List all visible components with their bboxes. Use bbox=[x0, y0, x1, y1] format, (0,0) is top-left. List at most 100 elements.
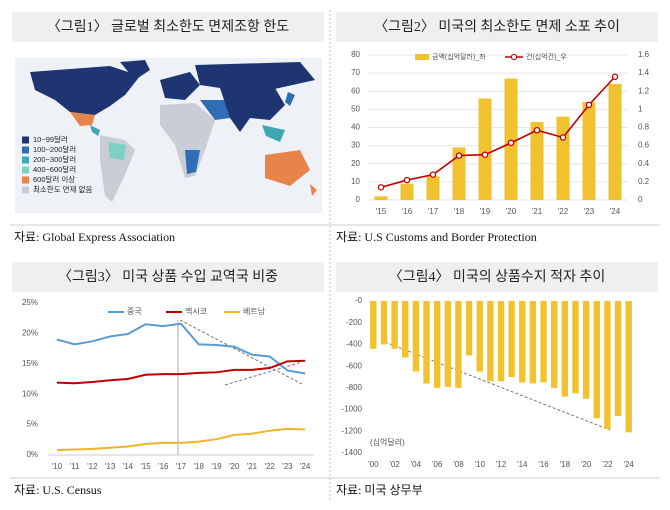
y-tick-label: 20 bbox=[351, 159, 360, 168]
legend-swatch bbox=[22, 146, 29, 154]
chart-title: 〈그림4〉 미국의 상품수지 적자 추이 bbox=[389, 269, 605, 285]
x-tick-label: '16 bbox=[538, 460, 549, 469]
chart-title: 〈그림3〉 미국 상품 수입 교역국 비중 bbox=[58, 269, 278, 285]
y-tick-label: -1200 bbox=[342, 426, 363, 435]
legend-label: 600달러 이상 bbox=[33, 174, 75, 184]
y-tick-label: -200 bbox=[346, 318, 363, 327]
x-tick-label: '21 bbox=[247, 462, 258, 471]
x-tick-label: '22 bbox=[602, 460, 613, 469]
legend-swatch bbox=[22, 186, 29, 194]
legend-label: 건(십억건)_우 bbox=[526, 52, 567, 61]
legend-label: 베트남 bbox=[243, 307, 266, 316]
bar bbox=[476, 301, 483, 372]
x-tick-label: '12 bbox=[87, 462, 98, 471]
source: 자료: 미국 상무부 bbox=[336, 483, 423, 497]
y-tick-label: 1.4 bbox=[638, 68, 650, 77]
legend-label: 100~200달러 bbox=[33, 145, 76, 154]
bar bbox=[391, 301, 398, 349]
x-tick-label: '20 bbox=[229, 462, 240, 471]
title-band bbox=[12, 12, 324, 42]
legend-label: 10~99달러 bbox=[33, 135, 68, 144]
y-tick-label: 20% bbox=[22, 329, 38, 338]
y-tick-label: 0.6 bbox=[638, 141, 650, 150]
bar bbox=[444, 301, 451, 387]
legend-swatch bbox=[22, 176, 29, 184]
title-band bbox=[336, 12, 658, 42]
source: 자료: U.S Customs and Border Protection bbox=[336, 230, 537, 244]
x-tick-label: '21 bbox=[532, 207, 543, 216]
x-tick-label: '00 bbox=[368, 460, 379, 469]
x-tick-label: '20 bbox=[581, 460, 592, 469]
y-tick-label: 30 bbox=[351, 141, 360, 150]
bar bbox=[370, 301, 377, 349]
legend-label: 200~300달러 bbox=[33, 155, 76, 164]
x-tick-label: '20 bbox=[506, 207, 517, 216]
bar bbox=[504, 78, 518, 200]
bar bbox=[412, 301, 420, 372]
bar bbox=[593, 301, 600, 419]
y-tick-label: 60 bbox=[351, 86, 360, 95]
x-tick-label: '14 bbox=[123, 462, 134, 471]
title-band bbox=[336, 262, 658, 292]
x-tick-label: '16 bbox=[402, 207, 413, 216]
marker bbox=[377, 184, 385, 191]
line bbox=[56, 322, 306, 375]
x-tick-label: '24 bbox=[623, 460, 634, 469]
y-tick-label: -1000 bbox=[342, 405, 363, 414]
bar bbox=[400, 183, 414, 200]
annotation: (십억달러) bbox=[370, 437, 405, 447]
x-tick-label: '22 bbox=[264, 462, 275, 471]
y-tick-label: 1.2 bbox=[638, 86, 650, 95]
bar bbox=[423, 301, 430, 384]
legend-label: 최소한도 면제 없음 bbox=[33, 184, 92, 194]
x-tick-label: '17 bbox=[176, 462, 187, 471]
x-tick-label: '02 bbox=[389, 460, 400, 469]
x-tick-label: '24 bbox=[300, 462, 311, 471]
bar bbox=[529, 301, 537, 384]
bar bbox=[604, 301, 611, 430]
bar bbox=[625, 301, 632, 433]
legend-swatch bbox=[22, 136, 29, 144]
bar bbox=[374, 196, 388, 200]
legend-swatch bbox=[22, 166, 29, 174]
x-tick-label: '06 bbox=[432, 460, 443, 469]
x-tick-label: '13 bbox=[105, 462, 116, 471]
marker bbox=[429, 171, 437, 178]
y-tick-label: 40 bbox=[351, 123, 360, 132]
x-tick-label: '18 bbox=[454, 207, 465, 216]
bar bbox=[452, 147, 466, 200]
x-tick-label: '23 bbox=[584, 207, 595, 216]
line bbox=[56, 359, 306, 385]
y-tick-label: 1.6 bbox=[638, 50, 650, 59]
bar bbox=[608, 84, 622, 200]
x-tick-label: '10 bbox=[475, 460, 486, 469]
bar bbox=[465, 301, 473, 356]
legend-label: 중국 bbox=[127, 307, 142, 316]
y-tick-label: -1400 bbox=[342, 448, 363, 457]
y-tick-label: 0.2 bbox=[638, 177, 650, 186]
legend-swatch bbox=[415, 54, 429, 60]
y-tick-label: 70 bbox=[351, 68, 360, 77]
x-tick-label: '18 bbox=[560, 460, 571, 469]
marker bbox=[481, 151, 489, 158]
marker bbox=[507, 139, 515, 147]
bar bbox=[478, 98, 492, 200]
x-tick-label: '23 bbox=[282, 462, 293, 471]
y-tick-label: 0 bbox=[638, 195, 643, 204]
bar bbox=[433, 301, 441, 388]
x-tick-label: '10 bbox=[52, 462, 63, 471]
bar bbox=[572, 301, 579, 394]
legend-label: 금액(십억달러)_좌 bbox=[432, 52, 486, 61]
bar bbox=[455, 301, 462, 388]
x-tick-label: '11 bbox=[70, 462, 80, 471]
bar bbox=[508, 301, 515, 377]
y-tick-label: -800 bbox=[346, 383, 363, 392]
legend-swatch bbox=[22, 156, 29, 164]
y-tick-label: -0 bbox=[355, 296, 363, 305]
annotation bbox=[384, 341, 611, 431]
legend-label: 멕시코 bbox=[185, 306, 207, 316]
y-tick-label: 25% bbox=[22, 298, 38, 307]
line bbox=[56, 427, 306, 452]
y-tick-label: 50 bbox=[351, 104, 360, 113]
